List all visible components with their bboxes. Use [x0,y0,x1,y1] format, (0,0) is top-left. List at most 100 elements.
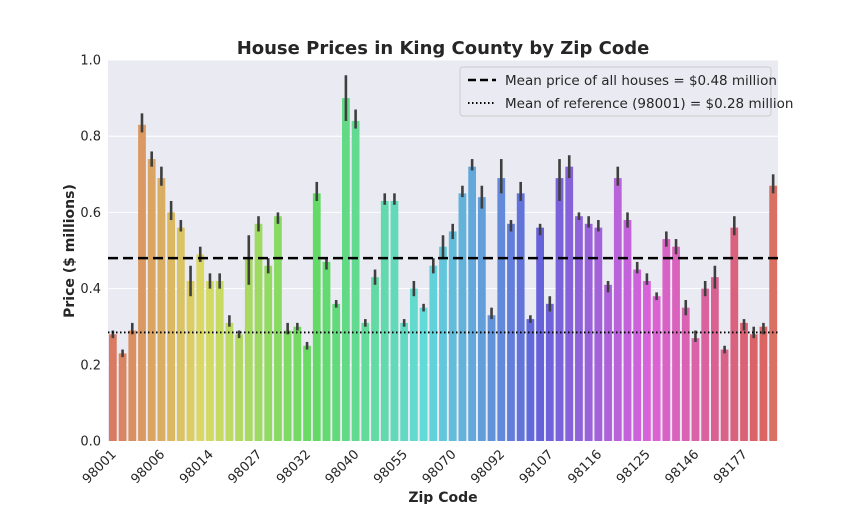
x-tick-label: 98006 [128,447,168,487]
bar [206,280,214,441]
bar [419,307,428,441]
bar [351,120,360,442]
bar [448,231,457,441]
bar [342,98,350,441]
bar [769,185,778,441]
bar [439,246,447,441]
bar [215,280,224,441]
bar [108,334,117,441]
x-tick-label: 98146 [662,447,702,487]
x-tick-label: 98070 [420,447,460,487]
bar [400,322,409,441]
bar [652,296,661,441]
bar [147,159,156,441]
bar [507,223,515,441]
x-tick-label: 98177 [711,447,751,487]
y-tick-label: 0.8 [80,130,101,145]
bar [303,345,311,441]
bar [254,223,263,441]
bar [711,277,719,441]
bar [613,178,622,442]
bar [526,319,535,441]
bar [167,212,175,441]
bar [371,277,379,441]
x-tick-label: 98014 [177,447,217,487]
bar [477,197,486,441]
x-tick-label: 98116 [565,447,605,487]
reference-lines [108,256,778,334]
bar [730,227,739,441]
bar [545,303,554,441]
bar [536,227,544,441]
bar [138,124,146,442]
x-tick-label: 98040 [323,447,363,487]
bar [322,261,331,441]
x-axis-ticks: 98001 98006 98014 98027 98032 98040 98055 98070… [80,447,751,487]
y-axis-ticks: 0.0 0.2 0.4 0.6 0.8 1.0 [80,54,101,450]
error-bars [111,75,775,358]
bar [740,322,748,441]
bar [128,330,137,441]
x-tick-label: 98032 [274,447,314,487]
y-tick-label: 0.4 [80,282,101,297]
x-tick-label: 98092 [468,447,508,487]
bar [157,178,166,442]
bar [274,216,282,441]
bar [283,330,292,441]
bar [749,334,758,441]
bar [497,178,506,442]
bar [468,166,477,441]
bar [264,265,273,441]
y-axis-label: Price ($ millions) [62,184,78,318]
bar [604,284,612,441]
bars [108,98,778,442]
bar [332,303,341,441]
bar [633,269,642,441]
bar [720,349,729,441]
bar [380,200,389,441]
bar [691,338,700,441]
bar [672,246,680,441]
bar [429,265,438,441]
y-tick-label: 0.0 [80,435,101,450]
bar [244,258,253,441]
legend: Mean price of all houses = $0.48 million… [459,66,793,117]
y-tick-label: 0.2 [80,358,101,373]
bar [759,326,768,441]
legend-entry-mean-all: Mean price of all houses = $0.48 million [505,73,777,89]
bar [361,322,370,441]
legend-box [459,66,772,117]
bar [118,353,127,441]
bar [662,239,671,441]
y-tick-label: 0.6 [80,206,101,221]
bar [575,216,583,441]
bar [487,315,496,441]
x-tick-label: 98001 [80,447,120,487]
bar [516,193,525,441]
legend-entry-mean-reference: Mean of reference (98001) = $0.28 millio… [505,96,793,112]
bar [235,334,243,441]
bar [225,322,234,441]
x-tick-label: 98055 [371,447,411,487]
x-tick-label: 98027 [225,447,265,487]
bar [565,166,574,441]
bar [176,227,185,441]
chart-title: House Prices in King County by Zip Code [237,38,650,59]
bar [196,254,205,441]
bar [681,307,690,441]
bar [458,193,467,441]
x-tick-label: 98125 [614,447,654,487]
bar [186,280,195,441]
y-tick-label: 1.0 [80,54,101,69]
bar [409,288,418,441]
bar [643,280,651,441]
x-axis-label: Zip Code [408,490,477,504]
x-tick-label: 98107 [517,447,557,487]
bar [594,227,603,441]
bar [555,178,564,442]
bar [312,193,321,441]
bar [293,326,302,441]
bar [390,200,399,441]
